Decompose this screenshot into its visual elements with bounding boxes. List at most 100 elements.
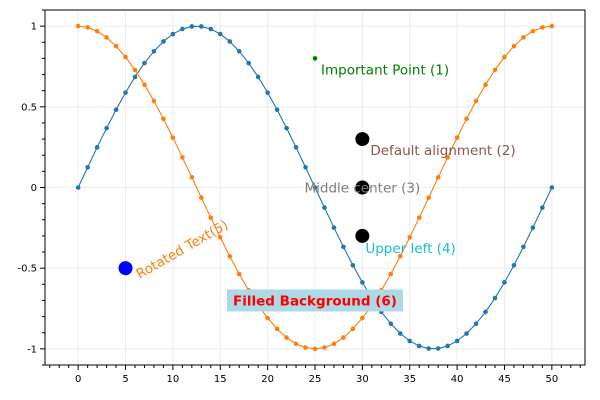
series-1-point (255, 74, 261, 80)
series-2-point (435, 175, 441, 180)
series-1-point (549, 185, 555, 190)
series-1-point (511, 262, 517, 268)
series-1-point (189, 24, 195, 29)
series-1-point (265, 90, 270, 95)
series-2-point (236, 271, 242, 277)
series-2-point (274, 326, 280, 332)
series-2-point (312, 346, 318, 352)
series-2-point (416, 215, 422, 220)
series-1-point (246, 60, 251, 66)
series-1-point (284, 125, 289, 131)
series-1-point (530, 225, 536, 230)
series-2-point (142, 82, 147, 88)
middle-center-marker (355, 180, 370, 195)
x-tick-label: 45 (498, 374, 511, 385)
x-tick-label: 15 (214, 374, 227, 385)
y-tick-label: 1 (31, 22, 37, 33)
series-2-point (502, 54, 507, 60)
rotated-text-marker (118, 261, 133, 276)
series-1-point (208, 26, 214, 32)
series-1-point (464, 331, 469, 336)
default-alignment-label: Default alignment (2) (370, 143, 515, 159)
series-1-point (473, 321, 479, 326)
series-2-point (132, 67, 138, 73)
series-1-point (540, 205, 545, 210)
series-2-point (388, 271, 394, 277)
series-2-point (521, 35, 526, 40)
filled-background-background (227, 289, 403, 312)
axes: 0 5 10 15 20 25 30 35 40 45 50 1 0.5 0 -0.5 -1 (17, 9, 586, 385)
x-tick-label: 35 (403, 374, 416, 385)
series-2-point (104, 35, 109, 40)
x-tick-label: 40 (451, 374, 464, 385)
default-alignment-marker (355, 132, 370, 147)
x-tick-label: 0 (75, 374, 81, 385)
series-layer (75, 23, 555, 352)
series-1-point (142, 60, 147, 66)
series-2-point (397, 253, 403, 259)
series-1-point (113, 107, 119, 113)
series-2-point (217, 235, 223, 240)
series-1-point (388, 321, 394, 326)
series-2-point (331, 341, 337, 347)
series-2-point (161, 116, 166, 122)
series-1-point (445, 343, 450, 349)
x-tick-label: 30 (356, 374, 369, 385)
series-1-point (151, 49, 157, 54)
series-1-point (407, 338, 413, 344)
series-2-point (94, 28, 100, 34)
series-1-point (521, 244, 526, 250)
y-tick-label: -0.5 (17, 264, 37, 275)
series-1-point (123, 90, 128, 95)
series-2-point (180, 155, 185, 160)
series-2-point (170, 135, 176, 140)
series-1-point (94, 145, 100, 150)
series-2-point (492, 67, 498, 73)
series-1-point (227, 39, 233, 44)
series-1-point (426, 346, 431, 351)
y-tick-label: 0.5 (21, 102, 37, 113)
series-2-point (227, 253, 233, 259)
series-1-point (312, 185, 318, 190)
y-tick-label: 0 (31, 183, 37, 194)
middle-center-label: Middle center (3) (305, 181, 421, 197)
filled-background-box: Filled Background (6) (227, 289, 403, 312)
filled-background-label: Filled Background (6) (233, 293, 397, 309)
series-2-point (322, 345, 327, 350)
series-2-point (284, 335, 289, 340)
series-2-point (473, 98, 479, 104)
series-2-point (341, 335, 346, 340)
series-2-point (530, 28, 536, 34)
rotated-text-label: Rotated Text(5) (134, 217, 232, 283)
series-2-point (265, 315, 270, 321)
series-2-point (511, 43, 517, 49)
series-2-point (549, 23, 555, 29)
x-tick-label: 10 (167, 374, 180, 385)
series-2-point (454, 135, 460, 140)
series-1-point (199, 24, 204, 29)
series-2-point (293, 341, 299, 347)
series-1-point (75, 185, 81, 190)
series-1-point (170, 31, 176, 37)
series-2-point (199, 195, 204, 200)
series-1-point (492, 295, 498, 301)
series-1-point (416, 343, 422, 349)
important-point-marker (312, 56, 318, 61)
series-1-point (303, 165, 308, 170)
series-1-point (397, 331, 403, 336)
series-2-point (350, 326, 356, 332)
series-2-point (426, 195, 431, 200)
series-1-point (161, 39, 166, 44)
series-1-point (85, 165, 90, 170)
series-2-point (445, 155, 450, 160)
series-2-point (75, 23, 81, 29)
series-1-point (104, 125, 109, 131)
series-2-point (483, 82, 488, 88)
series-1-point (180, 26, 185, 32)
series-1-point (217, 31, 223, 37)
x-tick-label: 25 (309, 374, 322, 385)
series-2-point (407, 235, 413, 240)
series-1-point (293, 145, 299, 150)
annotation-layer: Important Point (1) Default alignment (2)… (118, 56, 516, 312)
